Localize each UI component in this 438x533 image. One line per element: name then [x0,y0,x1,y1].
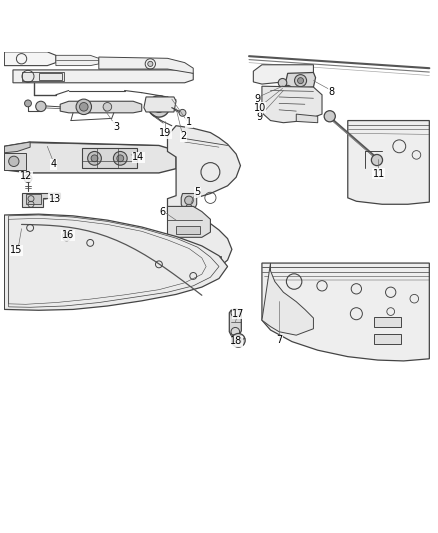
Polygon shape [60,101,142,113]
Polygon shape [262,263,314,335]
Text: 4: 4 [51,159,57,169]
Circle shape [235,337,242,344]
Polygon shape [296,114,318,123]
Circle shape [91,155,98,161]
Circle shape [324,111,336,122]
Circle shape [24,175,32,182]
Polygon shape [181,193,197,207]
Bar [4,153,26,170]
Circle shape [80,102,88,111]
Text: 10: 10 [254,103,266,112]
Text: 19: 19 [159,128,171,139]
Text: 18: 18 [230,336,242,346]
Circle shape [25,100,32,107]
Text: 2: 2 [181,132,187,141]
Text: 6: 6 [159,207,166,217]
Circle shape [294,75,307,87]
Polygon shape [253,64,314,84]
Polygon shape [99,57,193,74]
Bar [374,334,401,344]
Polygon shape [4,214,228,310]
Text: 13: 13 [49,193,61,204]
Polygon shape [167,206,210,237]
Bar [39,74,62,80]
Circle shape [283,85,292,94]
Circle shape [103,102,112,111]
Circle shape [278,78,287,87]
Polygon shape [230,310,241,335]
Polygon shape [348,120,429,204]
Bar [193,256,221,266]
Circle shape [179,109,186,116]
Circle shape [62,232,71,241]
Polygon shape [56,55,99,66]
Bar [374,317,401,327]
Polygon shape [4,142,176,173]
Circle shape [371,155,382,166]
Circle shape [88,151,101,165]
Text: 17: 17 [232,309,244,319]
Polygon shape [262,86,322,123]
Text: 7: 7 [276,335,282,345]
Circle shape [297,78,304,84]
Circle shape [231,334,245,347]
Polygon shape [13,70,193,83]
Bar [176,225,200,235]
Polygon shape [286,72,315,88]
Text: 9: 9 [254,94,261,103]
Circle shape [148,61,153,67]
Text: 5: 5 [194,187,201,197]
Circle shape [186,204,192,211]
Text: 11: 11 [373,169,385,179]
Polygon shape [4,142,30,153]
Text: 14: 14 [132,152,145,162]
Polygon shape [159,126,240,275]
Polygon shape [4,52,56,66]
Circle shape [279,86,286,93]
Text: 16: 16 [62,230,74,240]
Text: 3: 3 [113,122,119,132]
Text: 8: 8 [328,87,335,97]
Polygon shape [262,263,429,361]
Circle shape [117,155,124,161]
Circle shape [156,103,162,109]
Circle shape [9,156,19,166]
Polygon shape [21,192,60,207]
Text: 9: 9 [257,112,263,122]
Text: 12: 12 [20,172,32,181]
Bar [26,193,41,204]
Circle shape [36,101,46,111]
Polygon shape [144,97,176,112]
Circle shape [153,100,165,112]
Circle shape [113,151,127,165]
Text: 1: 1 [186,117,192,127]
Bar [21,71,64,81]
Bar [81,149,138,168]
Text: 15: 15 [10,245,23,255]
Circle shape [148,95,170,117]
Circle shape [185,196,193,205]
Circle shape [76,99,92,115]
